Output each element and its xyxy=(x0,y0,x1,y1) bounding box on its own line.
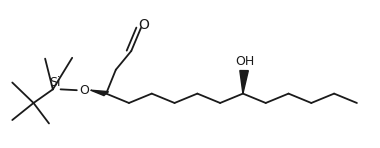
Polygon shape xyxy=(240,71,249,94)
Text: Si: Si xyxy=(49,76,60,89)
Polygon shape xyxy=(91,90,108,96)
Text: O: O xyxy=(138,18,149,32)
Text: OH: OH xyxy=(235,55,254,68)
Text: O: O xyxy=(79,84,89,97)
